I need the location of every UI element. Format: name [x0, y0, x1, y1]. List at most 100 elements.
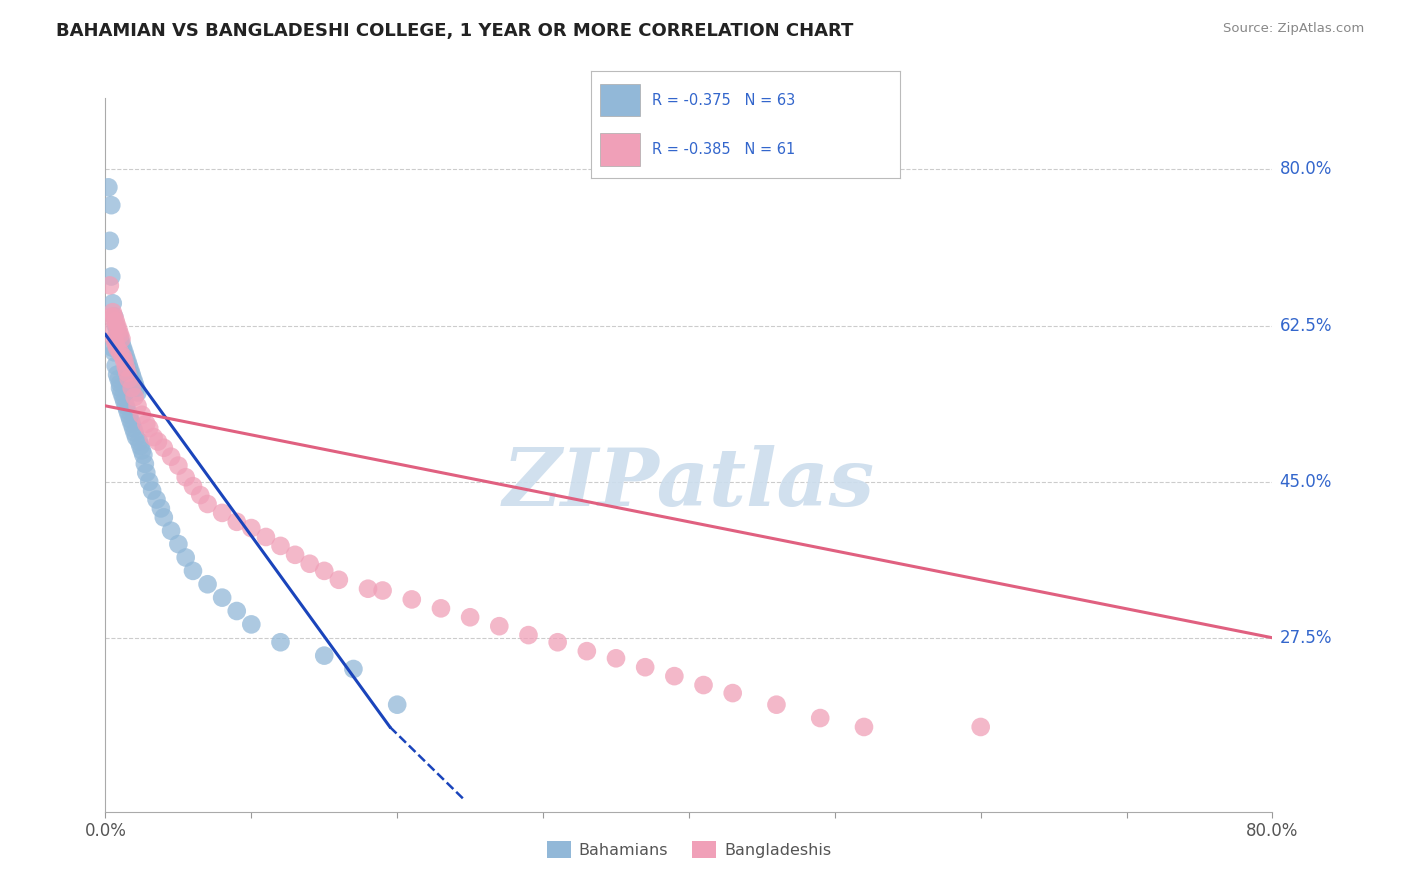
Point: [110, 385, 132, 400]
Point: [127, 399, 149, 413]
Text: ZIPatlas: ZIPatlas: [503, 445, 875, 522]
Point: [225, 515, 247, 529]
Point: [197, 497, 219, 511]
Point: [115, 360, 138, 375]
Point: [664, 669, 686, 683]
Text: 80.0%: 80.0%: [1279, 161, 1331, 178]
Point: [104, 336, 127, 351]
Point: [107, 327, 129, 342]
Point: [125, 430, 148, 444]
Point: [575, 644, 598, 658]
Point: [129, 439, 152, 453]
Text: 27.5%: 27.5%: [1279, 629, 1331, 647]
Point: [101, 305, 124, 319]
Point: [108, 327, 131, 342]
Point: [852, 720, 875, 734]
Point: [134, 457, 156, 471]
Point: [103, 332, 125, 346]
Point: [131, 408, 153, 422]
Point: [181, 564, 204, 578]
Point: [314, 564, 336, 578]
Point: [101, 341, 124, 355]
Text: 45.0%: 45.0%: [1279, 473, 1331, 491]
Point: [107, 372, 129, 386]
Point: [110, 336, 132, 351]
Point: [141, 483, 163, 498]
Point: [765, 698, 787, 712]
Point: [127, 385, 149, 400]
Point: [131, 443, 153, 458]
Point: [135, 466, 157, 480]
Point: [149, 501, 172, 516]
Point: [314, 648, 336, 663]
Point: [167, 458, 190, 473]
FancyBboxPatch shape: [600, 84, 640, 116]
Point: [121, 368, 143, 382]
Text: R = -0.385   N = 61: R = -0.385 N = 61: [652, 142, 796, 157]
Point: [197, 577, 219, 591]
Point: [240, 617, 263, 632]
Point: [385, 698, 408, 712]
Point: [98, 278, 121, 293]
Point: [517, 628, 540, 642]
Point: [120, 412, 142, 426]
Point: [115, 350, 138, 364]
Point: [112, 354, 135, 368]
Point: [124, 376, 146, 391]
Point: [298, 557, 321, 571]
Point: [112, 394, 135, 409]
Point: [152, 441, 174, 455]
Point: [160, 524, 183, 538]
Point: [101, 323, 124, 337]
Legend: Bahamians, Bangladeshis: Bahamians, Bangladeshis: [540, 835, 838, 864]
Point: [128, 434, 150, 449]
Text: BAHAMIAN VS BANGLADESHI COLLEGE, 1 YEAR OR MORE CORRELATION CHART: BAHAMIAN VS BANGLADESHI COLLEGE, 1 YEAR …: [56, 22, 853, 40]
Point: [107, 323, 129, 337]
Point: [111, 341, 134, 355]
Text: R = -0.375   N = 63: R = -0.375 N = 63: [652, 93, 796, 108]
Point: [100, 198, 122, 212]
Point: [211, 506, 233, 520]
Point: [104, 314, 127, 328]
Point: [111, 390, 134, 404]
Point: [108, 345, 131, 359]
Point: [401, 592, 423, 607]
Point: [152, 510, 174, 524]
Point: [118, 408, 141, 422]
Point: [357, 582, 380, 596]
Point: [132, 448, 155, 462]
Point: [240, 521, 263, 535]
Point: [120, 363, 142, 377]
Point: [547, 635, 569, 649]
Point: [188, 488, 211, 502]
Text: Source: ZipAtlas.com: Source: ZipAtlas.com: [1223, 22, 1364, 36]
Point: [118, 359, 141, 373]
Point: [605, 651, 627, 665]
Point: [108, 332, 131, 346]
Point: [110, 332, 132, 346]
Point: [105, 341, 128, 355]
Point: [160, 450, 183, 464]
Point: [105, 318, 128, 333]
Point: [100, 269, 122, 284]
Point: [969, 720, 991, 734]
Point: [342, 662, 364, 676]
Point: [111, 350, 134, 364]
Point: [117, 366, 139, 380]
Point: [145, 492, 167, 507]
Point: [692, 678, 714, 692]
Point: [138, 475, 160, 489]
FancyBboxPatch shape: [600, 134, 640, 166]
Point: [117, 403, 139, 417]
Point: [97, 180, 120, 194]
Point: [269, 539, 292, 553]
Point: [103, 310, 125, 324]
Point: [100, 310, 122, 324]
Point: [458, 610, 481, 624]
Point: [211, 591, 233, 605]
Point: [104, 318, 127, 333]
Point: [430, 601, 453, 615]
Point: [105, 323, 128, 337]
Text: 62.5%: 62.5%: [1279, 317, 1331, 334]
Point: [121, 417, 143, 431]
